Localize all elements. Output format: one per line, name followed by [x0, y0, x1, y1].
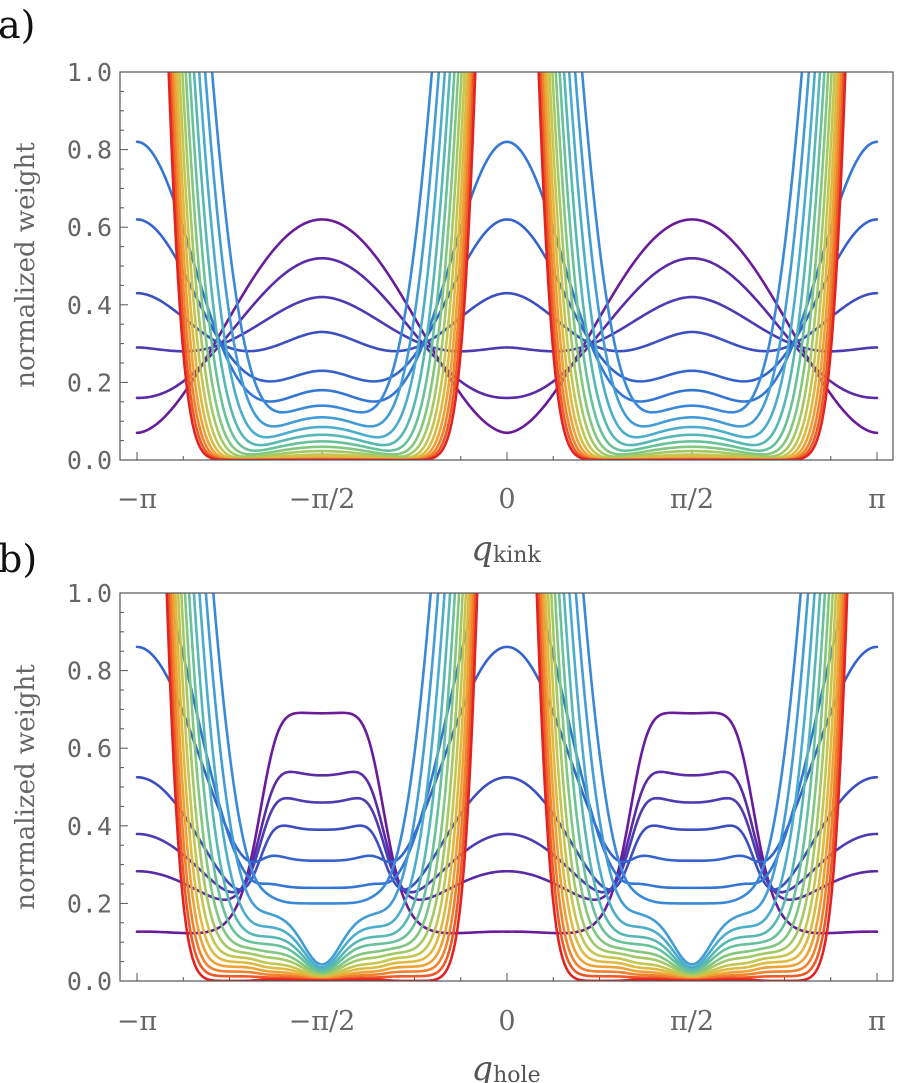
panel-a-label: a) — [0, 3, 35, 47]
series-line — [165, 593, 849, 890]
series-line — [187, 593, 827, 974]
y-tick-label: 1.0 — [67, 58, 112, 87]
series-line — [174, 593, 840, 979]
panel-b-y-ticks: 0.0 0.2 0.4 0.6 0.8 1.0 — [67, 579, 128, 996]
panel-b-y-axis-title: normalized weight — [11, 664, 41, 910]
series-line — [212, 593, 802, 905]
x-tick-label: −π — [117, 484, 157, 515]
series-line — [192, 72, 822, 447]
series-line — [176, 593, 838, 978]
series-line — [135, 645, 879, 864]
x-tick-label: π/2 — [670, 484, 714, 515]
series-line — [169, 593, 845, 981]
y-tick-label: 0.6 — [67, 213, 112, 242]
series-line — [135, 796, 879, 894]
y-tick-label: 0.2 — [67, 889, 112, 918]
panel-a-y-ticks: 0.0 0.2 0.4 0.6 0.8 1.0 — [67, 58, 128, 475]
panel-a: a) normalized weight 0.00.20.40.60.81.0 … — [0, 3, 894, 569]
y-tick-label: 0.8 — [67, 136, 112, 165]
series-line — [178, 72, 836, 460]
x-tick-label: −π/2 — [289, 484, 356, 515]
x-tick-label: π/2 — [670, 1006, 714, 1037]
y-tick-label: 0.4 — [67, 812, 112, 841]
series-line — [135, 218, 879, 435]
panel-b-x-axis-title: qhole — [471, 1049, 540, 1083]
series-line — [188, 72, 826, 452]
panel-b: b) normalized weight 0.00.20.40.60.81.0 … — [0, 537, 894, 1083]
series-line — [210, 72, 804, 414]
panel-b-plot-frame — [119, 592, 894, 982]
series-line — [192, 593, 822, 972]
x-tick-label: 0 — [498, 1006, 515, 1037]
series-line — [171, 593, 843, 980]
series-line — [181, 72, 833, 459]
x-tick-label: −π — [117, 1006, 157, 1037]
panel-b-curves — [135, 593, 879, 981]
panel-a-x-ticks: −π −π/2 0 π/2 π — [117, 452, 886, 515]
series-line — [203, 72, 811, 428]
x-tick-label: 0 — [498, 484, 515, 515]
series-line — [135, 140, 879, 403]
series-line — [197, 72, 817, 439]
panel-a-plot-frame — [119, 71, 894, 461]
series-line — [135, 775, 879, 891]
y-tick-label: 1.0 — [67, 579, 112, 608]
y-tick-label: 0.0 — [67, 967, 112, 996]
series-line — [179, 593, 835, 977]
x-tick-label: π — [868, 1006, 886, 1037]
series-line — [135, 256, 879, 400]
panel-a-x-axis-title: qkink — [471, 529, 541, 569]
panel-a-curves — [135, 72, 879, 460]
series-line — [135, 295, 879, 353]
series-line — [135, 291, 879, 353]
y-tick-label: 0.2 — [67, 368, 112, 397]
series-line — [204, 593, 810, 966]
panel-a-y-axis-title: normalized weight — [11, 142, 41, 388]
x-tick-label: −π/2 — [289, 1006, 356, 1037]
y-tick-label: 0.0 — [67, 446, 112, 475]
panel-b-label: b) — [0, 537, 37, 581]
y-tick-label: 0.4 — [67, 291, 112, 320]
y-tick-label: 0.8 — [67, 657, 112, 686]
series-line — [183, 593, 831, 976]
series-line — [135, 711, 879, 935]
series-line — [165, 593, 849, 981]
series-line — [135, 218, 879, 383]
series-line — [167, 593, 847, 981]
y-tick-label: 0.6 — [67, 734, 112, 763]
panel-b-x-ticks: −π −π/2 0 π/2 π — [117, 973, 886, 1037]
series-line — [184, 72, 830, 456]
series-line — [198, 593, 816, 969]
series-line — [135, 770, 879, 902]
x-tick-label: π — [868, 484, 886, 515]
